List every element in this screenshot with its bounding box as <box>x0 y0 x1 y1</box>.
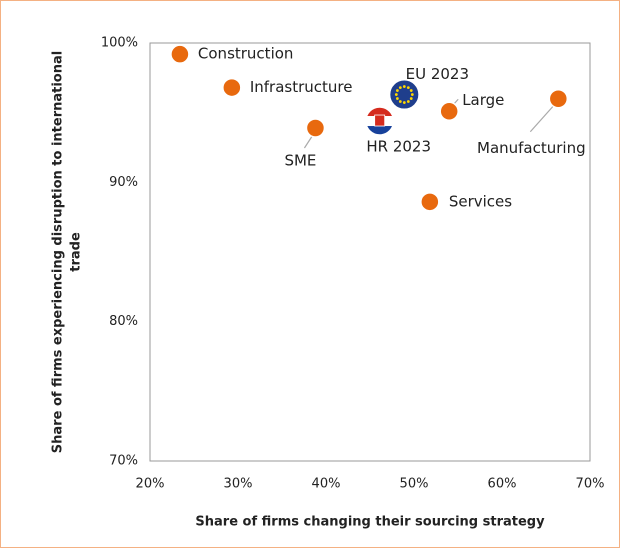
y-tick-label: 70% <box>109 454 138 469</box>
flag-star <box>410 93 414 96</box>
flag-star <box>402 101 406 104</box>
point-label: Large <box>462 91 504 109</box>
x-tick-label: 60% <box>488 477 517 492</box>
point-label: EU 2023 <box>406 65 469 83</box>
plot-area <box>149 42 591 462</box>
x-tick-label: 40% <box>312 477 341 492</box>
x-tick-label: 50% <box>400 477 429 492</box>
point-label: Services <box>449 192 512 210</box>
x-tick-label: 70% <box>576 477 605 492</box>
point <box>420 192 440 212</box>
point-label: Construction <box>198 45 294 63</box>
y-tick-label: 90% <box>109 175 138 190</box>
flag-star <box>395 97 399 100</box>
flag-stripe <box>365 107 394 117</box>
y-tick-label: 80% <box>109 314 138 329</box>
leader-line <box>529 103 556 133</box>
point <box>305 118 326 138</box>
point <box>170 44 190 64</box>
flag-stripe <box>365 126 394 136</box>
point <box>364 106 395 136</box>
y-axis-label: trade <box>69 232 84 272</box>
flag-star <box>409 97 413 100</box>
flag-star <box>398 100 402 103</box>
flag-star <box>406 86 410 90</box>
flag-star <box>398 86 402 90</box>
x-tick-label: 20% <box>136 477 165 492</box>
x-tick-label: 30% <box>224 477 253 492</box>
flag-star <box>409 89 413 92</box>
x-axis-label: Share of firms changing their sourcing s… <box>195 515 545 530</box>
flag-star <box>402 85 406 88</box>
flag <box>365 107 394 136</box>
flag-star <box>395 89 399 92</box>
point <box>439 101 459 122</box>
y-axis-label: Share of firms experiencing disruption t… <box>51 51 66 453</box>
point <box>222 77 242 98</box>
flag-shield <box>374 114 386 127</box>
y-tick-label: 100% <box>101 36 138 51</box>
point <box>548 88 569 109</box>
point-label: HR 2023 <box>366 138 431 156</box>
flag-star <box>406 100 410 103</box>
point <box>388 78 421 111</box>
point-label: SME <box>284 151 316 169</box>
flag-star <box>394 93 398 96</box>
point-label: Manufacturing <box>477 139 586 157</box>
point-label: Infrastructure <box>250 78 353 96</box>
